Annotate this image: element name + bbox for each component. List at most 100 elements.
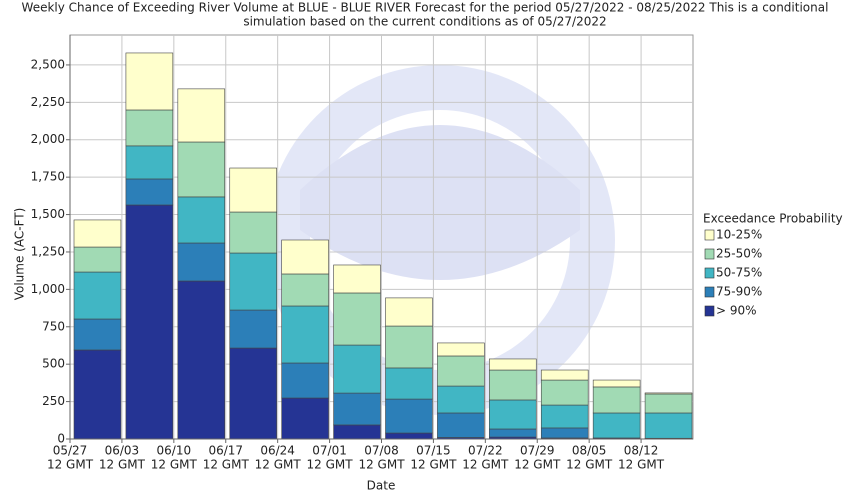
bar-segment	[592, 379, 641, 388]
bar-segment	[437, 412, 485, 438]
y-tick-label: 2,250	[31, 95, 65, 109]
bar-segment	[385, 398, 433, 434]
bar-segment	[540, 427, 589, 439]
x-tick-label: 07/01	[312, 444, 347, 458]
bar-segment	[540, 379, 589, 406]
bar-segment	[281, 239, 329, 275]
bar-segment	[177, 280, 226, 440]
bar-segment	[385, 367, 433, 400]
x-tick-label: 06/17	[208, 444, 243, 458]
x-tick-label: 08/05	[572, 444, 607, 458]
legend-swatch	[704, 229, 715, 241]
bar-segment	[437, 355, 485, 387]
bar-segment	[437, 342, 485, 357]
bar-segment	[177, 141, 226, 198]
bar-segment	[489, 358, 537, 371]
x-tick-label: 12 GMT	[566, 458, 613, 472]
bar-segment	[385, 325, 433, 369]
bar-segment	[489, 399, 537, 430]
y-tick-label: 750	[42, 319, 65, 333]
x-tick-label: 07/29	[520, 444, 555, 458]
bar-segment	[540, 404, 589, 429]
bar-segment	[385, 297, 433, 327]
bar-segment	[644, 393, 693, 414]
bar-segment	[489, 428, 537, 438]
bar-segment	[125, 178, 174, 206]
bar-segment	[73, 219, 122, 248]
y-tick-label: 2,500	[31, 57, 65, 71]
y-tick-label: 1,500	[31, 207, 65, 221]
x-tick-label: 07/15	[416, 444, 451, 458]
x-tick-label: 12 GMT	[514, 458, 561, 472]
bar-segment	[333, 292, 381, 346]
x-tick-label: 06/24	[260, 444, 295, 458]
x-tick-label: 12 GMT	[307, 458, 354, 472]
bar-segment	[125, 52, 174, 111]
y-tick-label: 0	[57, 432, 65, 446]
x-tick-label: 12 GMT	[618, 458, 665, 472]
bar-segment	[125, 145, 174, 180]
bar-segment	[437, 385, 485, 414]
bar-segment	[177, 242, 226, 282]
legend-swatch	[704, 248, 715, 260]
x-tick-label: 07/08	[364, 444, 399, 458]
x-tick-label: 05/27	[53, 444, 88, 458]
bar-segment	[125, 109, 174, 147]
bar-segment	[73, 246, 122, 273]
bar-segment	[333, 392, 381, 426]
x-tick-label: 06/10	[157, 444, 192, 458]
x-tick-label: 12 GMT	[410, 458, 457, 472]
y-tick-label: 1,750	[31, 170, 65, 184]
x-tick-label: 12 GMT	[99, 458, 146, 472]
bar-segment	[229, 167, 277, 213]
bar-segment	[385, 432, 433, 440]
bar-segment	[125, 204, 174, 440]
bar-segment	[281, 362, 329, 399]
bar-segment	[333, 264, 381, 294]
bar-segment	[73, 318, 122, 351]
y-tick-label: 1,000	[31, 282, 65, 296]
bar-segment	[489, 369, 537, 401]
bar-segment	[644, 392, 693, 395]
legend-title: Exceedance Probability	[703, 212, 843, 226]
chart-title: simulation based on the current conditio…	[243, 15, 606, 29]
legend-swatch	[704, 267, 715, 279]
legend-label: 10-25%	[716, 228, 762, 242]
bar-segment	[229, 211, 277, 254]
y-tick-label: 1,250	[31, 244, 65, 258]
bar-segment	[333, 344, 381, 394]
y-tick-label: 2,000	[31, 132, 65, 146]
bar-segment	[177, 196, 226, 244]
x-tick-label: 12 GMT	[358, 458, 405, 472]
bar-segment	[229, 347, 277, 440]
bar-segment	[229, 309, 277, 349]
x-tick-label: 12 GMT	[203, 458, 250, 472]
legend-label: 50-75%	[716, 266, 762, 280]
x-axis-label: Date	[367, 479, 396, 493]
bar-segment	[229, 252, 277, 311]
bar-segment	[592, 412, 641, 439]
bar-segment	[333, 424, 381, 440]
y-axis-label: Volume (AC-FT)	[13, 208, 27, 301]
bar-segment	[73, 349, 122, 440]
x-tick-label: 12 GMT	[151, 458, 198, 472]
legend-label: 25-50%	[716, 247, 762, 261]
bar-segment	[281, 273, 329, 307]
legend-label: 75-90%	[716, 285, 762, 299]
bar-segment	[540, 369, 589, 381]
x-tick-label: 06/03	[105, 444, 140, 458]
y-tick-label: 500	[42, 357, 65, 371]
legend-swatch	[704, 305, 715, 317]
y-tick-label: 250	[42, 394, 65, 408]
bar-segment	[644, 412, 693, 439]
bar-segment	[592, 386, 641, 414]
legend-label: > 90%	[716, 304, 757, 318]
x-tick-label: 12 GMT	[47, 458, 94, 472]
chart-title: Weekly Chance of Exceeding River Volume …	[22, 1, 829, 15]
x-tick-label: 08/12	[624, 444, 659, 458]
x-tick-label: 12 GMT	[462, 458, 509, 472]
legend-swatch	[704, 286, 715, 298]
x-tick-label: 07/22	[468, 444, 503, 458]
x-tick-label: 12 GMT	[255, 458, 302, 472]
